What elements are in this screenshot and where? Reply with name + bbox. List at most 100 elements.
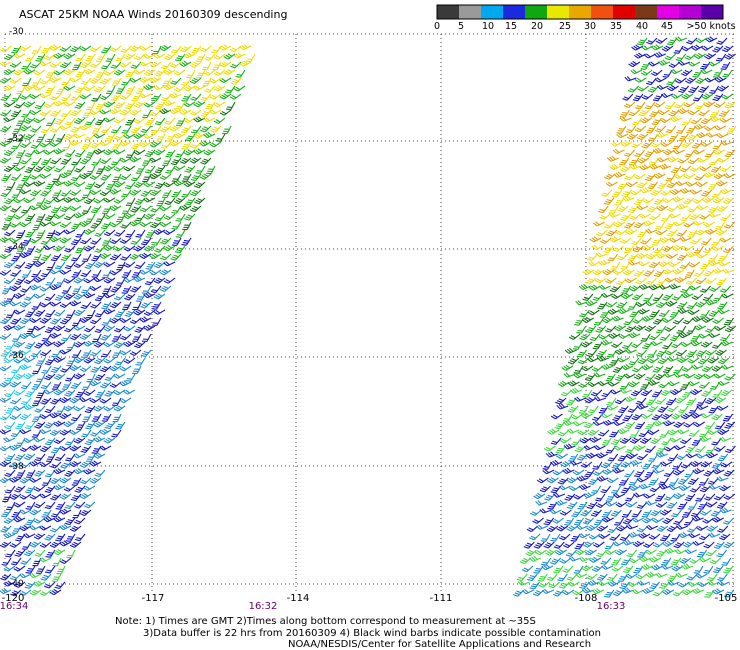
wind-barb bbox=[681, 509, 692, 518]
wind-barb bbox=[670, 557, 682, 566]
wind-barb bbox=[94, 117, 106, 126]
wind-barb bbox=[705, 445, 716, 454]
wind-barb bbox=[707, 477, 719, 485]
legend-color-swatch bbox=[701, 5, 724, 19]
wind-barb bbox=[99, 141, 112, 147]
wind-barb bbox=[708, 181, 718, 190]
wind-barb bbox=[44, 581, 56, 589]
wind-barb bbox=[19, 589, 32, 596]
wind-barb bbox=[29, 237, 42, 244]
wind-barb bbox=[700, 285, 712, 293]
wind-barb bbox=[3, 437, 16, 443]
wind-barb bbox=[611, 461, 623, 470]
wind-barb bbox=[566, 525, 579, 532]
wind-barb bbox=[548, 581, 560, 589]
wind-barb bbox=[624, 469, 635, 478]
wind-barb bbox=[596, 573, 608, 581]
wind-barb bbox=[690, 509, 702, 518]
wind-barb bbox=[598, 405, 609, 414]
wind-barb bbox=[617, 205, 629, 213]
wind-barb bbox=[678, 133, 689, 142]
wind-barb bbox=[103, 149, 116, 156]
wind-barb bbox=[710, 509, 722, 517]
wind-barb bbox=[83, 340, 96, 347]
wind-barb bbox=[90, 301, 102, 309]
wind-barb bbox=[625, 125, 637, 134]
wind-barb bbox=[65, 533, 76, 542]
wind-barb bbox=[577, 501, 588, 510]
wind-barb bbox=[619, 533, 631, 542]
wind-barb bbox=[0, 253, 12, 259]
wind-barb bbox=[70, 493, 82, 502]
wind-barb bbox=[120, 253, 132, 261]
wind-barb bbox=[640, 389, 653, 397]
wind-barb bbox=[536, 477, 549, 484]
wind-barb bbox=[29, 460, 42, 467]
wind-barb bbox=[640, 333, 651, 342]
wind-barb bbox=[616, 301, 628, 309]
wind-barb bbox=[49, 332, 62, 339]
wind-barb bbox=[41, 333, 52, 342]
wind-barb bbox=[94, 245, 106, 253]
wind-barb bbox=[43, 244, 56, 251]
wind-barb bbox=[686, 37, 698, 45]
wind-barb bbox=[616, 125, 627, 134]
wind-barb bbox=[21, 237, 32, 246]
wind-barb bbox=[111, 429, 122, 438]
wind-barb bbox=[679, 236, 692, 242]
wind-barb bbox=[619, 116, 632, 122]
wind-barb bbox=[33, 149, 46, 155]
wind-barb bbox=[55, 501, 66, 510]
wind-barb bbox=[123, 212, 136, 220]
wind-barb bbox=[698, 381, 710, 389]
wind-barb bbox=[597, 301, 608, 310]
wind-barb bbox=[3, 580, 16, 587]
wind-barb bbox=[135, 229, 146, 238]
wind-barb bbox=[674, 101, 686, 109]
wind-barb bbox=[29, 493, 42, 500]
wind-barb bbox=[31, 269, 42, 278]
wind-barb bbox=[605, 277, 617, 284]
wind-barb bbox=[55, 533, 66, 542]
wind-barb bbox=[628, 109, 640, 117]
wind-barb bbox=[666, 156, 680, 163]
wind-barb bbox=[641, 509, 652, 518]
wind-barb bbox=[629, 285, 641, 292]
wind-barb bbox=[645, 421, 656, 430]
wind-barb bbox=[655, 229, 668, 236]
wind-barb bbox=[51, 573, 62, 582]
wind-barb bbox=[33, 85, 46, 91]
wind-barb bbox=[200, 93, 212, 102]
wind-barb bbox=[592, 469, 605, 476]
wind-barb bbox=[705, 452, 718, 459]
wind-barb bbox=[13, 581, 26, 588]
wind-barb bbox=[133, 117, 146, 124]
wind-barb bbox=[133, 69, 146, 75]
wind-barb bbox=[681, 93, 694, 100]
wind-barb bbox=[34, 469, 46, 477]
wind-barb bbox=[688, 405, 699, 414]
wind-barb bbox=[615, 501, 628, 508]
wind-barb bbox=[191, 45, 202, 54]
wind-barb bbox=[633, 269, 645, 277]
wind-barb bbox=[4, 389, 16, 398]
wind-barb bbox=[672, 461, 683, 470]
wind-barb bbox=[714, 421, 726, 430]
wind-barb bbox=[573, 365, 584, 374]
wind-barb bbox=[5, 405, 16, 414]
wind-barb bbox=[79, 509, 92, 517]
wind-barb bbox=[81, 141, 92, 150]
wind-barb bbox=[91, 253, 102, 262]
wind-barb bbox=[691, 515, 704, 522]
wind-barb bbox=[64, 149, 76, 158]
wind-barb bbox=[708, 157, 720, 166]
wind-barb bbox=[94, 229, 106, 237]
wind-barb bbox=[691, 141, 703, 149]
wind-barb bbox=[0, 460, 12, 467]
wind-barb bbox=[546, 573, 558, 582]
wind-barb bbox=[29, 333, 42, 339]
wind-barb bbox=[612, 541, 625, 547]
wind-barb bbox=[640, 237, 652, 245]
wind-barb bbox=[180, 125, 192, 134]
wind-barb bbox=[101, 317, 112, 326]
